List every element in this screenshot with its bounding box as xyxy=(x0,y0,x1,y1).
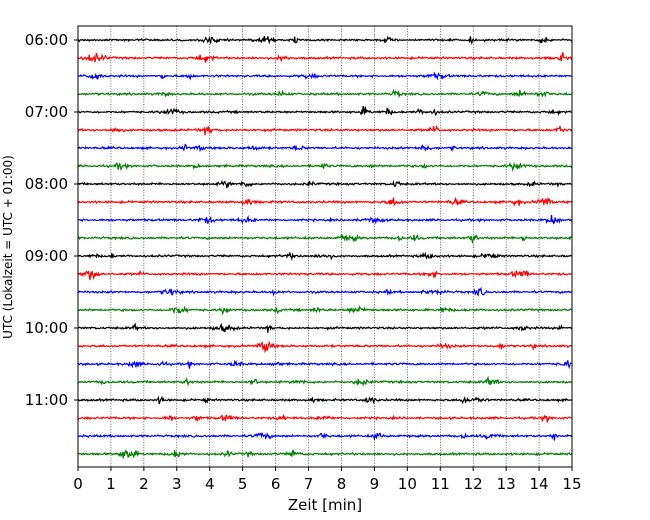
x-tick-label: 8 xyxy=(337,475,347,493)
x-tick-label: 12 xyxy=(464,475,483,493)
x-tick-label: 15 xyxy=(562,475,581,493)
y-tick-label: 07:00 xyxy=(25,103,68,121)
trace-08:15 xyxy=(77,196,573,207)
trace-09:00 xyxy=(77,251,573,262)
x-axis-label: Zeit [min] xyxy=(288,496,362,514)
trace-10:00 xyxy=(77,322,573,333)
y-tick-label: 09:00 xyxy=(25,247,68,265)
x-tick-label: 3 xyxy=(172,475,182,493)
trace-06:30 xyxy=(77,71,573,81)
y-axis-ticks: 06:00 07:00 08:00 09:00 10:00 11:00 xyxy=(25,31,78,409)
x-tick-label: 0 xyxy=(73,475,83,493)
x-axis-ticks: 0 1 2 3 4 5 6 7 8 9 10 11 12 13 14 15 xyxy=(73,467,582,493)
seismic-traces xyxy=(77,35,573,459)
trace-07:30 xyxy=(77,143,573,153)
x-tick-label: 11 xyxy=(431,475,450,493)
x-tick-label: 10 xyxy=(398,475,417,493)
x-tick-label: 14 xyxy=(530,475,549,493)
trace-09:15 xyxy=(77,269,573,281)
trace-10:45 xyxy=(77,375,573,387)
x-tick-label: 9 xyxy=(370,475,380,493)
trace-10:30 xyxy=(77,359,573,370)
x-tick-label: 1 xyxy=(106,475,116,493)
trace-08:00 xyxy=(77,179,573,189)
trace-07:15 xyxy=(77,124,573,136)
vertical-grid xyxy=(110,26,540,467)
trace-11:15 xyxy=(77,413,573,423)
x-tick-label: 5 xyxy=(238,475,248,493)
y-tick-label: 11:00 xyxy=(25,391,68,409)
plot-frame xyxy=(77,25,573,468)
x-tick-label: 13 xyxy=(497,475,516,493)
x-tick-label: 2 xyxy=(139,475,149,493)
trace-09:45 xyxy=(77,305,573,316)
x-tick-label: 4 xyxy=(205,475,215,493)
trace-11:45 xyxy=(77,449,573,459)
trace-06:45 xyxy=(77,88,573,99)
trace-06:15 xyxy=(77,52,573,63)
trace-07:45 xyxy=(77,161,573,172)
trace-11:30 xyxy=(77,431,573,441)
trace-11:00 xyxy=(77,395,573,405)
trace-08:30 xyxy=(77,214,573,225)
trace-08:45 xyxy=(77,233,573,245)
y-tick-label: 10:00 xyxy=(25,319,68,337)
y-axis-label: UTC (Lokalzeit = UTC + 01:00) xyxy=(1,155,15,339)
trace-10:15 xyxy=(77,340,573,354)
x-tick-label: 6 xyxy=(271,475,281,493)
x-tick-label: 7 xyxy=(304,475,314,493)
y-tick-label: 08:00 xyxy=(25,175,68,193)
trace-07:00 xyxy=(77,105,573,117)
trace-06:00 xyxy=(77,35,573,46)
y-tick-label: 06:00 xyxy=(25,31,68,49)
trace-09:30 xyxy=(77,286,573,297)
